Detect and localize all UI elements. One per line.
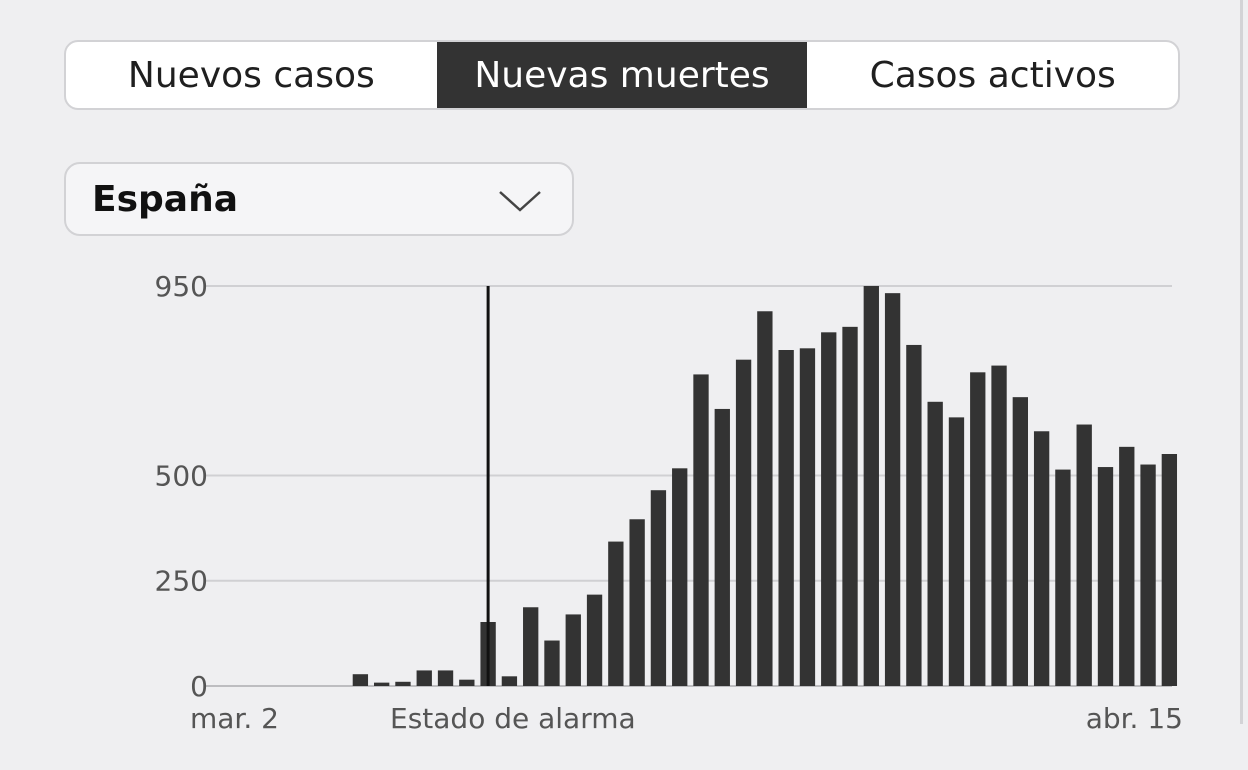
bar-mar-30 bbox=[821, 332, 837, 686]
bar-mar-31 bbox=[842, 326, 858, 686]
bar-mar-9 bbox=[374, 682, 390, 686]
region-select[interactable]: España bbox=[64, 162, 574, 236]
bar-abr-9 bbox=[1033, 431, 1050, 686]
metric-tabs: Nuevos casos Nuevas muertes Casos activo… bbox=[64, 40, 1180, 110]
marker-label: Estado de alarma bbox=[390, 702, 636, 735]
x-end-label: abr. 15 bbox=[1086, 702, 1183, 735]
x-start-label: mar. 2 bbox=[190, 702, 279, 735]
bar-mar-20 bbox=[608, 541, 624, 686]
bar-mar-27 bbox=[757, 311, 773, 686]
bar-mar-28 bbox=[778, 350, 794, 686]
y-tick-label: 0 bbox=[190, 670, 208, 703]
bar-abr-3 bbox=[906, 344, 922, 686]
bar-mar-17 bbox=[544, 640, 560, 686]
bar-mar-12 bbox=[437, 670, 454, 686]
bar-abr-8 bbox=[1012, 397, 1028, 686]
bar-abr-1 bbox=[863, 286, 879, 686]
tab-nuevos-casos[interactable]: Nuevos casos bbox=[127, 54, 375, 96]
chevron-down-icon bbox=[499, 191, 541, 212]
bar-mar-25 bbox=[714, 408, 730, 686]
bar-abr-5 bbox=[948, 417, 965, 686]
bar-abr-15 bbox=[1161, 454, 1178, 686]
bar-abr-13 bbox=[1119, 446, 1135, 686]
bar-mar-11 bbox=[416, 670, 432, 686]
bar-mar-19 bbox=[586, 594, 603, 686]
y-tick-label: 950 bbox=[155, 270, 208, 303]
bar-mar-8 bbox=[352, 674, 369, 686]
bar-mar-29 bbox=[799, 348, 816, 686]
bar-mar-13 bbox=[459, 679, 475, 686]
bar-abr-10 bbox=[1055, 469, 1071, 686]
bar-mar-26 bbox=[735, 359, 752, 686]
y-tick-label: 250 bbox=[155, 565, 208, 598]
bar-abr-14 bbox=[1140, 464, 1156, 686]
bar-mar-10 bbox=[395, 681, 411, 686]
region-select-value: España bbox=[92, 178, 239, 220]
bar-abr-4 bbox=[927, 401, 943, 686]
y-tick-label: 500 bbox=[155, 459, 208, 492]
bar-abr-12 bbox=[1097, 467, 1114, 686]
tab-casos-activos[interactable]: Casos activos bbox=[869, 54, 1116, 96]
tab-nuevas-muertes[interactable]: Nuevas muertes bbox=[436, 42, 808, 108]
bar-abr-11 bbox=[1076, 424, 1092, 686]
bar-mar-24 bbox=[693, 374, 709, 686]
bar-abr-7 bbox=[991, 365, 1007, 686]
bar-mar-15 bbox=[501, 676, 518, 686]
bar-mar-22 bbox=[650, 490, 667, 686]
bar-mar-23 bbox=[672, 468, 688, 686]
bar-mar-16 bbox=[523, 607, 539, 686]
right-divider bbox=[1240, 0, 1243, 724]
bar-abr-2 bbox=[884, 293, 901, 686]
bar-abr-6 bbox=[970, 372, 986, 686]
bar-mar-21 bbox=[629, 519, 645, 686]
bar-mar-18 bbox=[565, 614, 581, 686]
